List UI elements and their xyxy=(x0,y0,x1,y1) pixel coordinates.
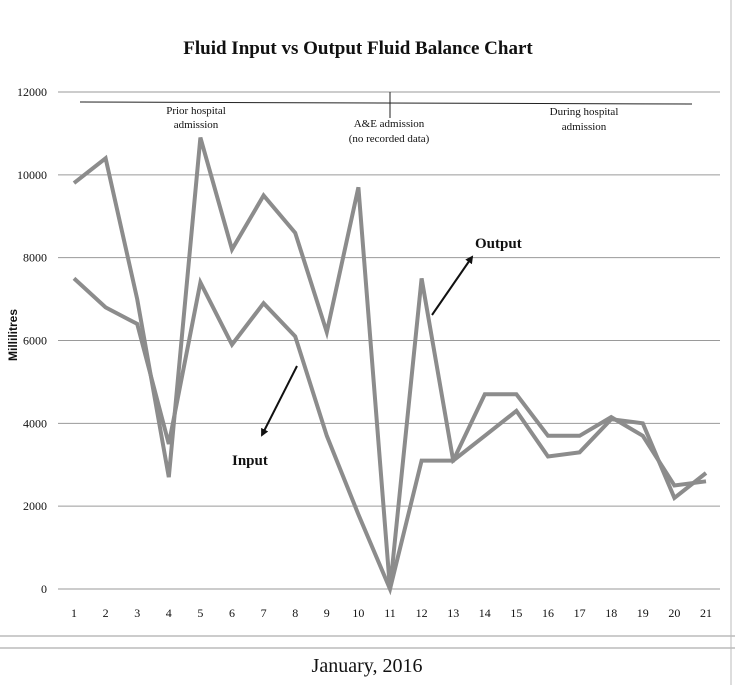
x-tick-label: 14 xyxy=(479,606,491,620)
y-tick-label: 2000 xyxy=(23,499,47,513)
arrow-input xyxy=(261,365,298,437)
x-tick-label: 3 xyxy=(134,606,140,620)
x-tick-label: 8 xyxy=(292,606,298,620)
x-tick-label: 20 xyxy=(668,606,680,620)
period-2-line-2: (no recorded data) xyxy=(349,133,430,145)
period-annotations: Prior hospital admission A&E admission (… xyxy=(166,105,618,145)
period-3-line-2: admission xyxy=(562,121,607,133)
period-2-line-1: A&E admission xyxy=(354,118,425,130)
period-markers xyxy=(79,92,693,118)
series-lines xyxy=(72,137,708,596)
period-1-line-1: Prior hospital xyxy=(166,105,226,117)
x-tick-label: 10 xyxy=(352,606,364,620)
y-tick-label: 6000 xyxy=(23,334,47,348)
series-label-input: Input xyxy=(232,453,268,469)
x-tick-label: 19 xyxy=(637,606,649,620)
period-1-line-2: admission xyxy=(174,119,219,131)
y-tick-label: 10000 xyxy=(17,168,47,182)
y-tick-label: 4000 xyxy=(23,416,47,430)
period-3-line-1: During hospital xyxy=(550,106,619,118)
arrow-output xyxy=(431,255,474,316)
x-axis-label: January, 2016 xyxy=(312,655,423,677)
y-tick-label: 12000 xyxy=(17,85,47,99)
y-tick-label: 0 xyxy=(41,582,47,596)
y-axis-label: Millilitres xyxy=(6,309,20,361)
x-tick-label: 7 xyxy=(261,606,267,620)
y-tick-label: 8000 xyxy=(23,251,47,265)
x-tick-label: 4 xyxy=(166,606,172,620)
x-tick-label: 1 xyxy=(71,606,77,620)
x-tick-label: 13 xyxy=(447,606,459,620)
x-tick-label: 21 xyxy=(700,606,712,620)
x-tick-label: 9 xyxy=(324,606,330,620)
x-tick-label: 11 xyxy=(384,606,396,620)
x-tick-label: 18 xyxy=(605,606,617,620)
series-label-output: Output xyxy=(475,236,522,252)
x-tick-label: 5 xyxy=(197,606,203,620)
x-tick-label: 15 xyxy=(510,606,522,620)
x-tick-label: 6 xyxy=(229,606,235,620)
x-tick-label: 12 xyxy=(416,606,428,620)
series-line-input xyxy=(72,276,707,596)
x-tick-label: 16 xyxy=(542,606,554,620)
period-bracket xyxy=(79,101,693,105)
chart-title: Fluid Input vs Output Fluid Balance Char… xyxy=(183,38,533,59)
x-tick-label: 2 xyxy=(103,606,109,620)
series-arrows xyxy=(261,255,474,437)
x-tick-label: 17 xyxy=(574,606,586,620)
